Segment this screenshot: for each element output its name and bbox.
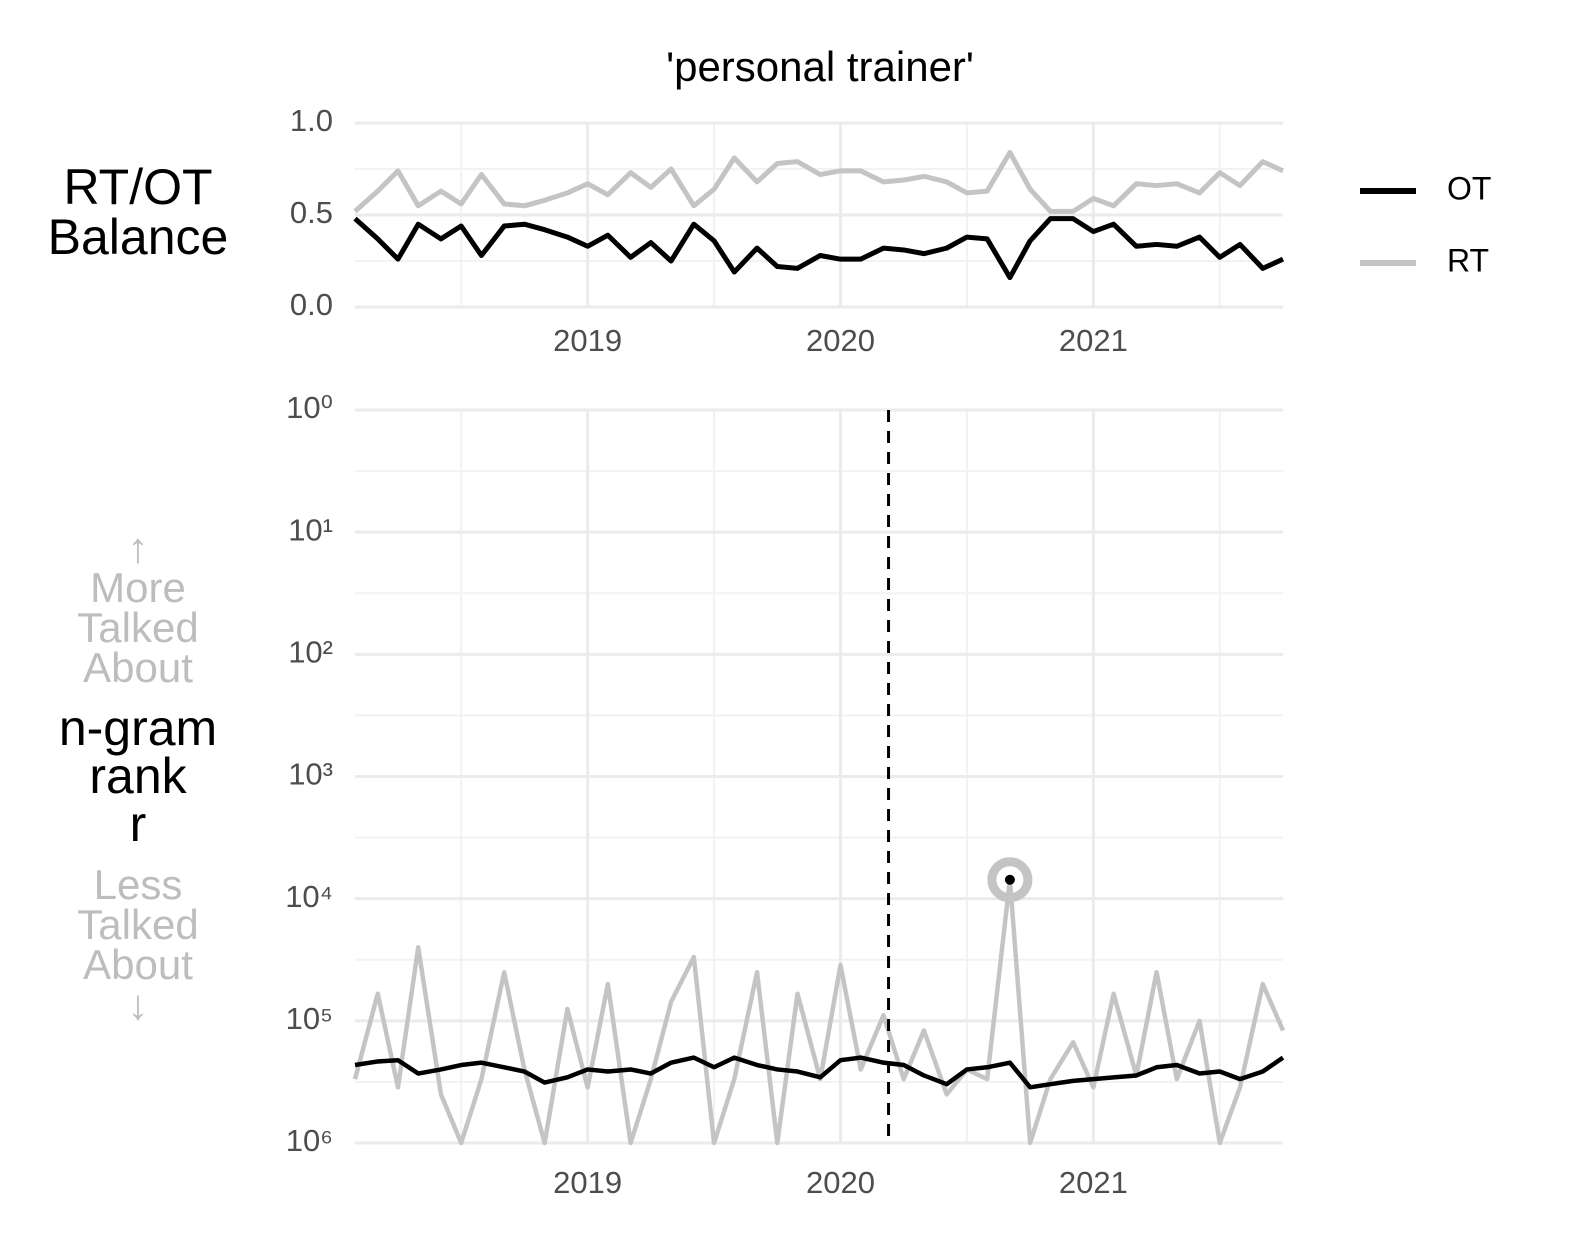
x-tick-label: 2020 — [806, 1165, 875, 1200]
y-tick-label: 0.0 — [290, 287, 333, 322]
legend-label: OT — [1447, 170, 1491, 206]
annotation: ↑ — [128, 524, 149, 571]
x-tick-label: 2019 — [553, 323, 622, 358]
legend-label: RT — [1447, 242, 1489, 278]
annotation: Talked — [77, 901, 198, 948]
y-tick-label: 10⁵ — [286, 1001, 333, 1036]
series-line — [354, 1055, 1285, 1090]
x-tick-label: 2021 — [1059, 1165, 1128, 1200]
series-line — [353, 216, 1285, 281]
y-axis-title: r — [130, 796, 147, 852]
y-axis-title: rank — [89, 748, 187, 804]
y-tick-label: 0.5 — [290, 195, 333, 230]
x-tick-label: 2021 — [1059, 323, 1128, 358]
annotation: About — [83, 644, 193, 691]
x-tick-label: 2019 — [553, 1165, 622, 1200]
chart-title: 'personal trainer' — [666, 43, 974, 90]
series-line — [352, 877, 1286, 1146]
annotation: More — [90, 564, 186, 611]
annotation: ↓ — [128, 981, 149, 1028]
annotation: Less — [94, 861, 183, 908]
x-tick-label: 2020 — [806, 323, 875, 358]
y-tick-label: 10² — [288, 635, 333, 670]
y-tick-label: 10⁶ — [286, 1123, 333, 1158]
annotation: Talked — [77, 604, 198, 651]
y-axis-title: n-gram — [59, 700, 217, 756]
y-axis-title: Balance — [48, 209, 229, 265]
y-tick-label: 10³ — [288, 757, 333, 792]
series-line — [353, 149, 1285, 214]
y-tick-label: 10¹ — [288, 512, 333, 547]
annotation: About — [83, 941, 193, 988]
highlight-ring — [987, 857, 1033, 903]
highlight-dot — [1004, 874, 1015, 885]
y-tick-label: 10⁰ — [286, 390, 333, 425]
y-tick-label: 1.0 — [290, 103, 333, 138]
y-tick-label: 10⁴ — [285, 879, 333, 914]
y-axis-title: RT/OT — [63, 159, 212, 215]
